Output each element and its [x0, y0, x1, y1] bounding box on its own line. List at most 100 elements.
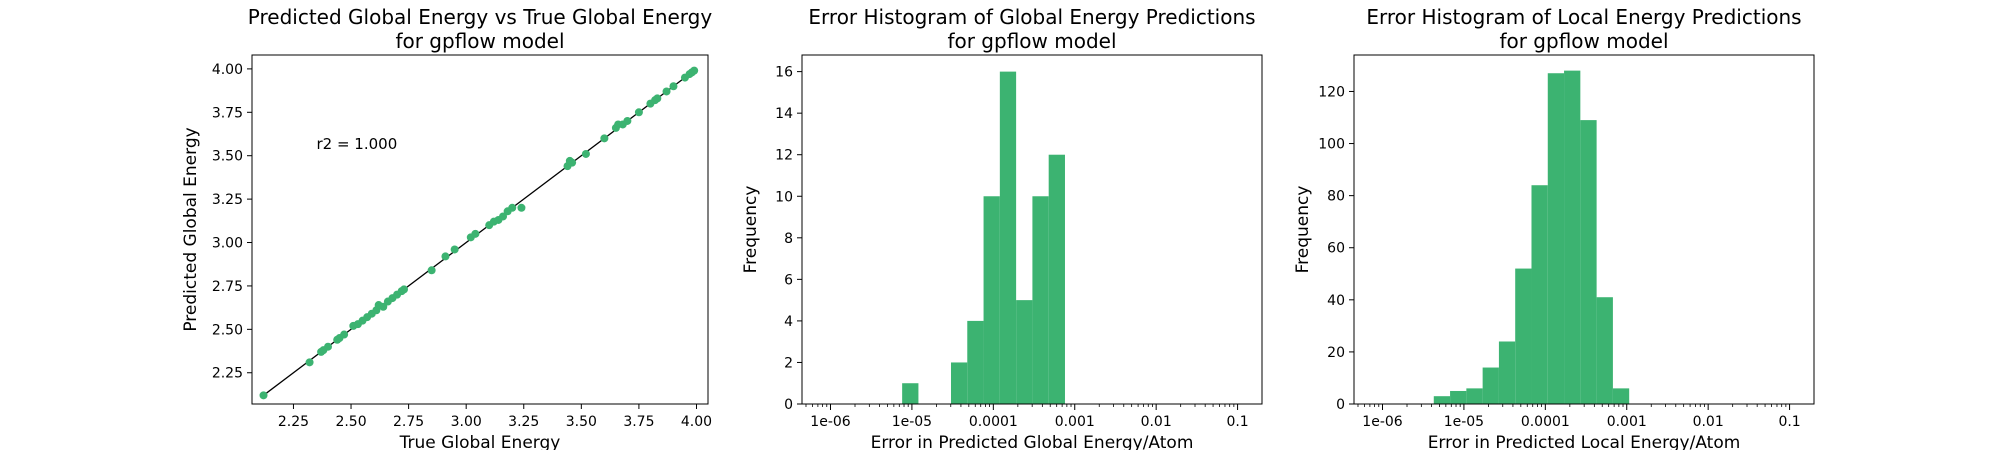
- scatter-point: [400, 285, 408, 294]
- x-tick-label: 1e-05: [1444, 414, 1484, 430]
- y-axis-label: Predicted Global Energy: [181, 127, 201, 331]
- x-tick-label: 1e-06: [810, 414, 850, 430]
- y-tick-label: 12: [775, 148, 793, 164]
- chart-title-line: for gpflow model: [1499, 29, 1668, 53]
- x-tick-label: 0.1: [1778, 414, 1800, 430]
- y-tick-label: 8: [784, 231, 793, 247]
- x-tick-label: 0.0001: [1521, 414, 1570, 430]
- scatter-point: [662, 87, 671, 96]
- x-tick-label: 0.01: [1141, 414, 1172, 430]
- histogram-bar: [1580, 120, 1597, 404]
- y-tick-label: 80: [1327, 189, 1345, 205]
- y-tick-label: 14: [775, 106, 793, 122]
- scatter-point: [634, 108, 643, 117]
- scatter-point: [581, 149, 590, 158]
- histogram-bar: [1433, 396, 1451, 404]
- scatter-point: [305, 358, 314, 367]
- histogram-bar: [1515, 268, 1532, 404]
- histogram-bar: [983, 196, 1000, 404]
- scatter-point: [259, 391, 268, 400]
- x-tick-label: 0.01: [1693, 414, 1724, 430]
- histogram-bar: [1032, 196, 1049, 404]
- histogram-bar: [1547, 73, 1565, 404]
- y-tick-label: 3.00: [212, 236, 243, 252]
- x-axis-label: Error in Predicted Local Energy/Atom: [1428, 433, 1741, 450]
- y-tick-label: 2.25: [212, 366, 243, 382]
- y-tick-label: 6: [784, 272, 793, 288]
- y-axis-label: Frequency: [741, 186, 761, 274]
- y-tick-label: 10: [775, 189, 793, 205]
- y-tick-label: 0: [784, 397, 793, 413]
- plot-frame: [251, 54, 709, 405]
- x-tick-label: 2.50: [335, 414, 366, 430]
- scatter-point: [690, 66, 699, 75]
- panel-predicted-vs-true: Predicted Global Energy vs True Global E…: [181, 5, 712, 450]
- y-tick-label: 20: [1327, 345, 1345, 361]
- x-tick-label: 2.75: [393, 414, 424, 430]
- scatter-point: [653, 94, 662, 103]
- histogram-bar: [1482, 367, 1499, 404]
- x-tick-label: 0.001: [1055, 414, 1095, 430]
- scatter-point: [517, 203, 526, 212]
- scatter-point: [600, 134, 609, 143]
- y-tick-label: 4.00: [212, 62, 243, 78]
- scatter-point: [568, 158, 577, 167]
- histogram-bar: [1466, 388, 1483, 404]
- histogram-bar: [1498, 341, 1516, 404]
- chart-title-line: Error Histogram of Global Energy Predict…: [808, 5, 1255, 29]
- x-tick-label: 3.50: [566, 414, 597, 430]
- histogram-bar: [1564, 70, 1581, 405]
- panel-global-error-histogram: Error Histogram of Global Energy Predict…: [741, 5, 1263, 450]
- y-tick-label: 4: [784, 314, 793, 330]
- x-tick-label: 0.0001: [969, 414, 1018, 430]
- chart-title-line: Predicted Global Energy vs True Global E…: [248, 5, 713, 29]
- x-axis-label: True Global Energy: [399, 433, 561, 450]
- chart-title-line: for gpflow model: [395, 29, 564, 53]
- scatter-point: [441, 252, 450, 261]
- y-tick-label: 120: [1318, 84, 1345, 100]
- histogram-bar: [1016, 300, 1033, 404]
- y-tick-label: 3.50: [212, 149, 243, 165]
- scatter-point: [324, 342, 332, 351]
- y-tick-label: 2.50: [212, 322, 243, 338]
- plot-frame: [801, 54, 1263, 405]
- y-tick-label: 2: [784, 355, 793, 371]
- x-tick-label: 3.25: [508, 414, 539, 430]
- histogram-bar: [1612, 388, 1630, 404]
- x-tick-label: 3.00: [451, 414, 482, 430]
- histogram-bar: [1531, 185, 1548, 404]
- histogram-bar: [902, 383, 919, 404]
- x-tick-label: 1e-06: [1362, 414, 1402, 430]
- histogram-bar: [1596, 297, 1613, 404]
- scatter-point: [340, 330, 349, 339]
- scatter-point: [450, 245, 459, 254]
- y-tick-label: 60: [1327, 241, 1345, 257]
- y-tick-label: 3.25: [212, 192, 243, 208]
- r2-annotation: r2 = 1.000: [316, 135, 397, 153]
- scatter-point: [427, 266, 436, 275]
- y-tick-label: 3.75: [212, 105, 243, 121]
- scatter-point: [499, 212, 508, 221]
- x-tick-label: 1e-05: [892, 414, 932, 430]
- x-tick-label: 2.25: [278, 414, 309, 430]
- y-tick-label: 16: [775, 65, 793, 81]
- y-tick-label: 0: [1336, 397, 1345, 413]
- scatter-point: [623, 116, 632, 125]
- y-tick-label: 40: [1327, 293, 1345, 309]
- x-tick-label: 4.00: [681, 414, 712, 430]
- x-tick-label: 3.75: [623, 414, 654, 430]
- scatter-point: [379, 302, 388, 311]
- plot-frame: [1353, 54, 1815, 405]
- panel-local-error-histogram: Error Histogram of Local Energy Predicti…: [1293, 5, 1815, 450]
- histogram-bar: [1048, 154, 1065, 404]
- scatter-point: [508, 203, 517, 212]
- y-tick-label: 100: [1318, 137, 1345, 153]
- x-tick-label: 0.001: [1607, 414, 1647, 430]
- histogram-bar: [1450, 390, 1467, 404]
- histogram-bar: [967, 320, 984, 404]
- histogram-bar: [950, 362, 968, 404]
- x-axis-label: Error in Predicted Global Energy/Atom: [871, 433, 1194, 450]
- chart-title-line: Error Histogram of Local Energy Predicti…: [1366, 5, 1801, 29]
- y-axis-label: Frequency: [1293, 186, 1313, 274]
- chart-title-line: for gpflow model: [947, 29, 1116, 53]
